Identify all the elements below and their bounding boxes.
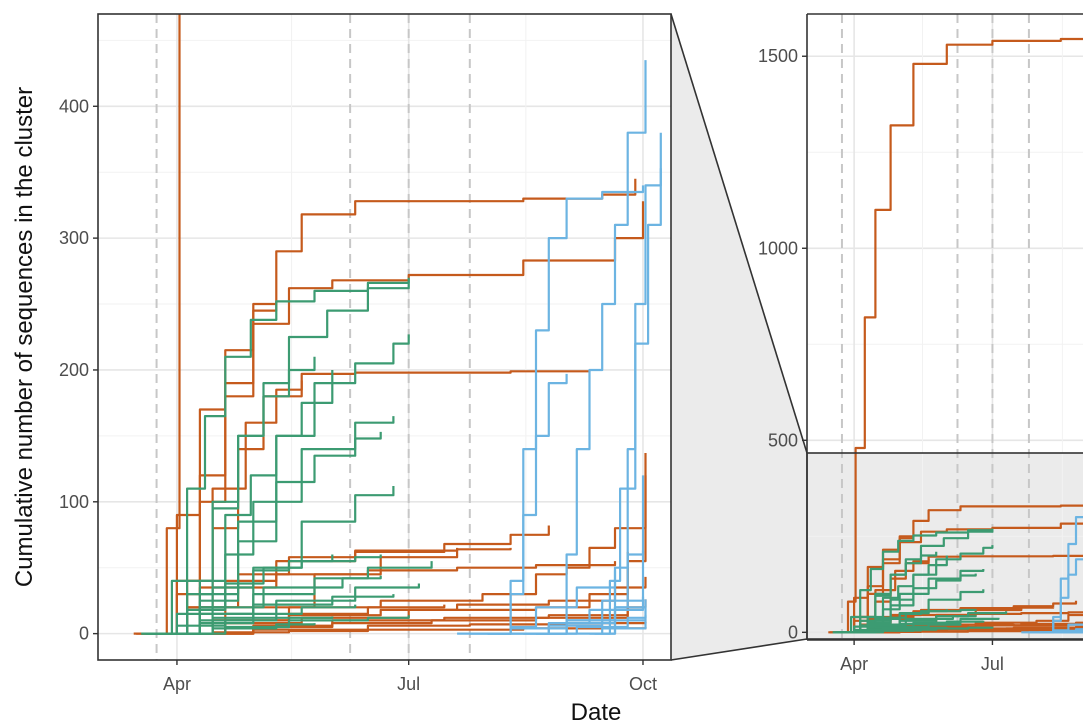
series-line-blue — [1039, 516, 1083, 634]
main-x-axis: Apr Jul Oct — [163, 660, 657, 694]
inset-panel: 0 500 1000 1500 Apr Jul — [758, 13, 1083, 674]
series-line-green — [151, 356, 316, 635]
series-line-green — [838, 551, 938, 634]
series-line-green — [166, 431, 382, 635]
series-line-green — [146, 554, 382, 635]
series-line-green — [159, 370, 334, 635]
series-line-blue — [1045, 558, 1083, 634]
series-line-blue — [1039, 628, 1083, 634]
y-tick-label: 200 — [59, 360, 89, 380]
series-line-green — [848, 573, 977, 634]
series-line-blue — [548, 60, 647, 635]
series-line-orange — [829, 37, 1083, 634]
y-tick-label: 0 — [79, 624, 89, 644]
y-axis-title: Cumulative number of sequences in the cl… — [11, 87, 38, 587]
series-line-orange — [835, 522, 1083, 634]
inset-x-axis: Apr Jul — [840, 640, 1004, 674]
y-tick-label: 1500 — [758, 46, 798, 66]
main-y-axis: 0 100 200 300 400 — [59, 96, 98, 644]
y-tick-label: 0 — [788, 622, 798, 642]
series-line-green — [832, 609, 948, 634]
series-line-green — [843, 628, 938, 634]
x-axis-title: Date — [571, 699, 622, 724]
inset-y-axis: 0 500 1000 1500 — [758, 46, 807, 642]
series-line-green — [159, 615, 410, 635]
series-line-green — [141, 554, 334, 635]
zoom-connector — [670, 13, 808, 661]
x-tick-label: Apr — [163, 674, 191, 694]
main-series-lines — [133, 14, 662, 635]
series-line-orange — [146, 201, 645, 635]
y-tick-label: 100 — [59, 492, 89, 512]
series-line-blue — [594, 168, 662, 635]
series-line-green — [159, 623, 316, 635]
main-panel-border — [97, 13, 672, 661]
y-tick-label: 1000 — [758, 238, 798, 258]
y-tick-label: 300 — [59, 228, 89, 248]
series-line-orange — [136, 14, 181, 635]
series-line-green — [141, 616, 334, 635]
series-line-blue — [497, 373, 568, 635]
series-line-green — [838, 615, 977, 634]
series-line-blue — [487, 185, 645, 635]
x-tick-label: Oct — [629, 674, 657, 694]
series-line-green — [843, 555, 948, 634]
main-panel: 0 100 200 300 400 Apr Jul Oct — [59, 13, 672, 694]
x-tick-label: Jul — [397, 674, 420, 694]
x-tick-label: Apr — [840, 654, 868, 674]
series-line-green — [151, 575, 382, 635]
y-tick-label: 400 — [59, 96, 89, 116]
inset-series-lines — [828, 37, 1083, 634]
series-line-blue — [566, 620, 647, 635]
y-tick-label: 500 — [768, 430, 798, 450]
x-tick-label: Jul — [981, 654, 1004, 674]
